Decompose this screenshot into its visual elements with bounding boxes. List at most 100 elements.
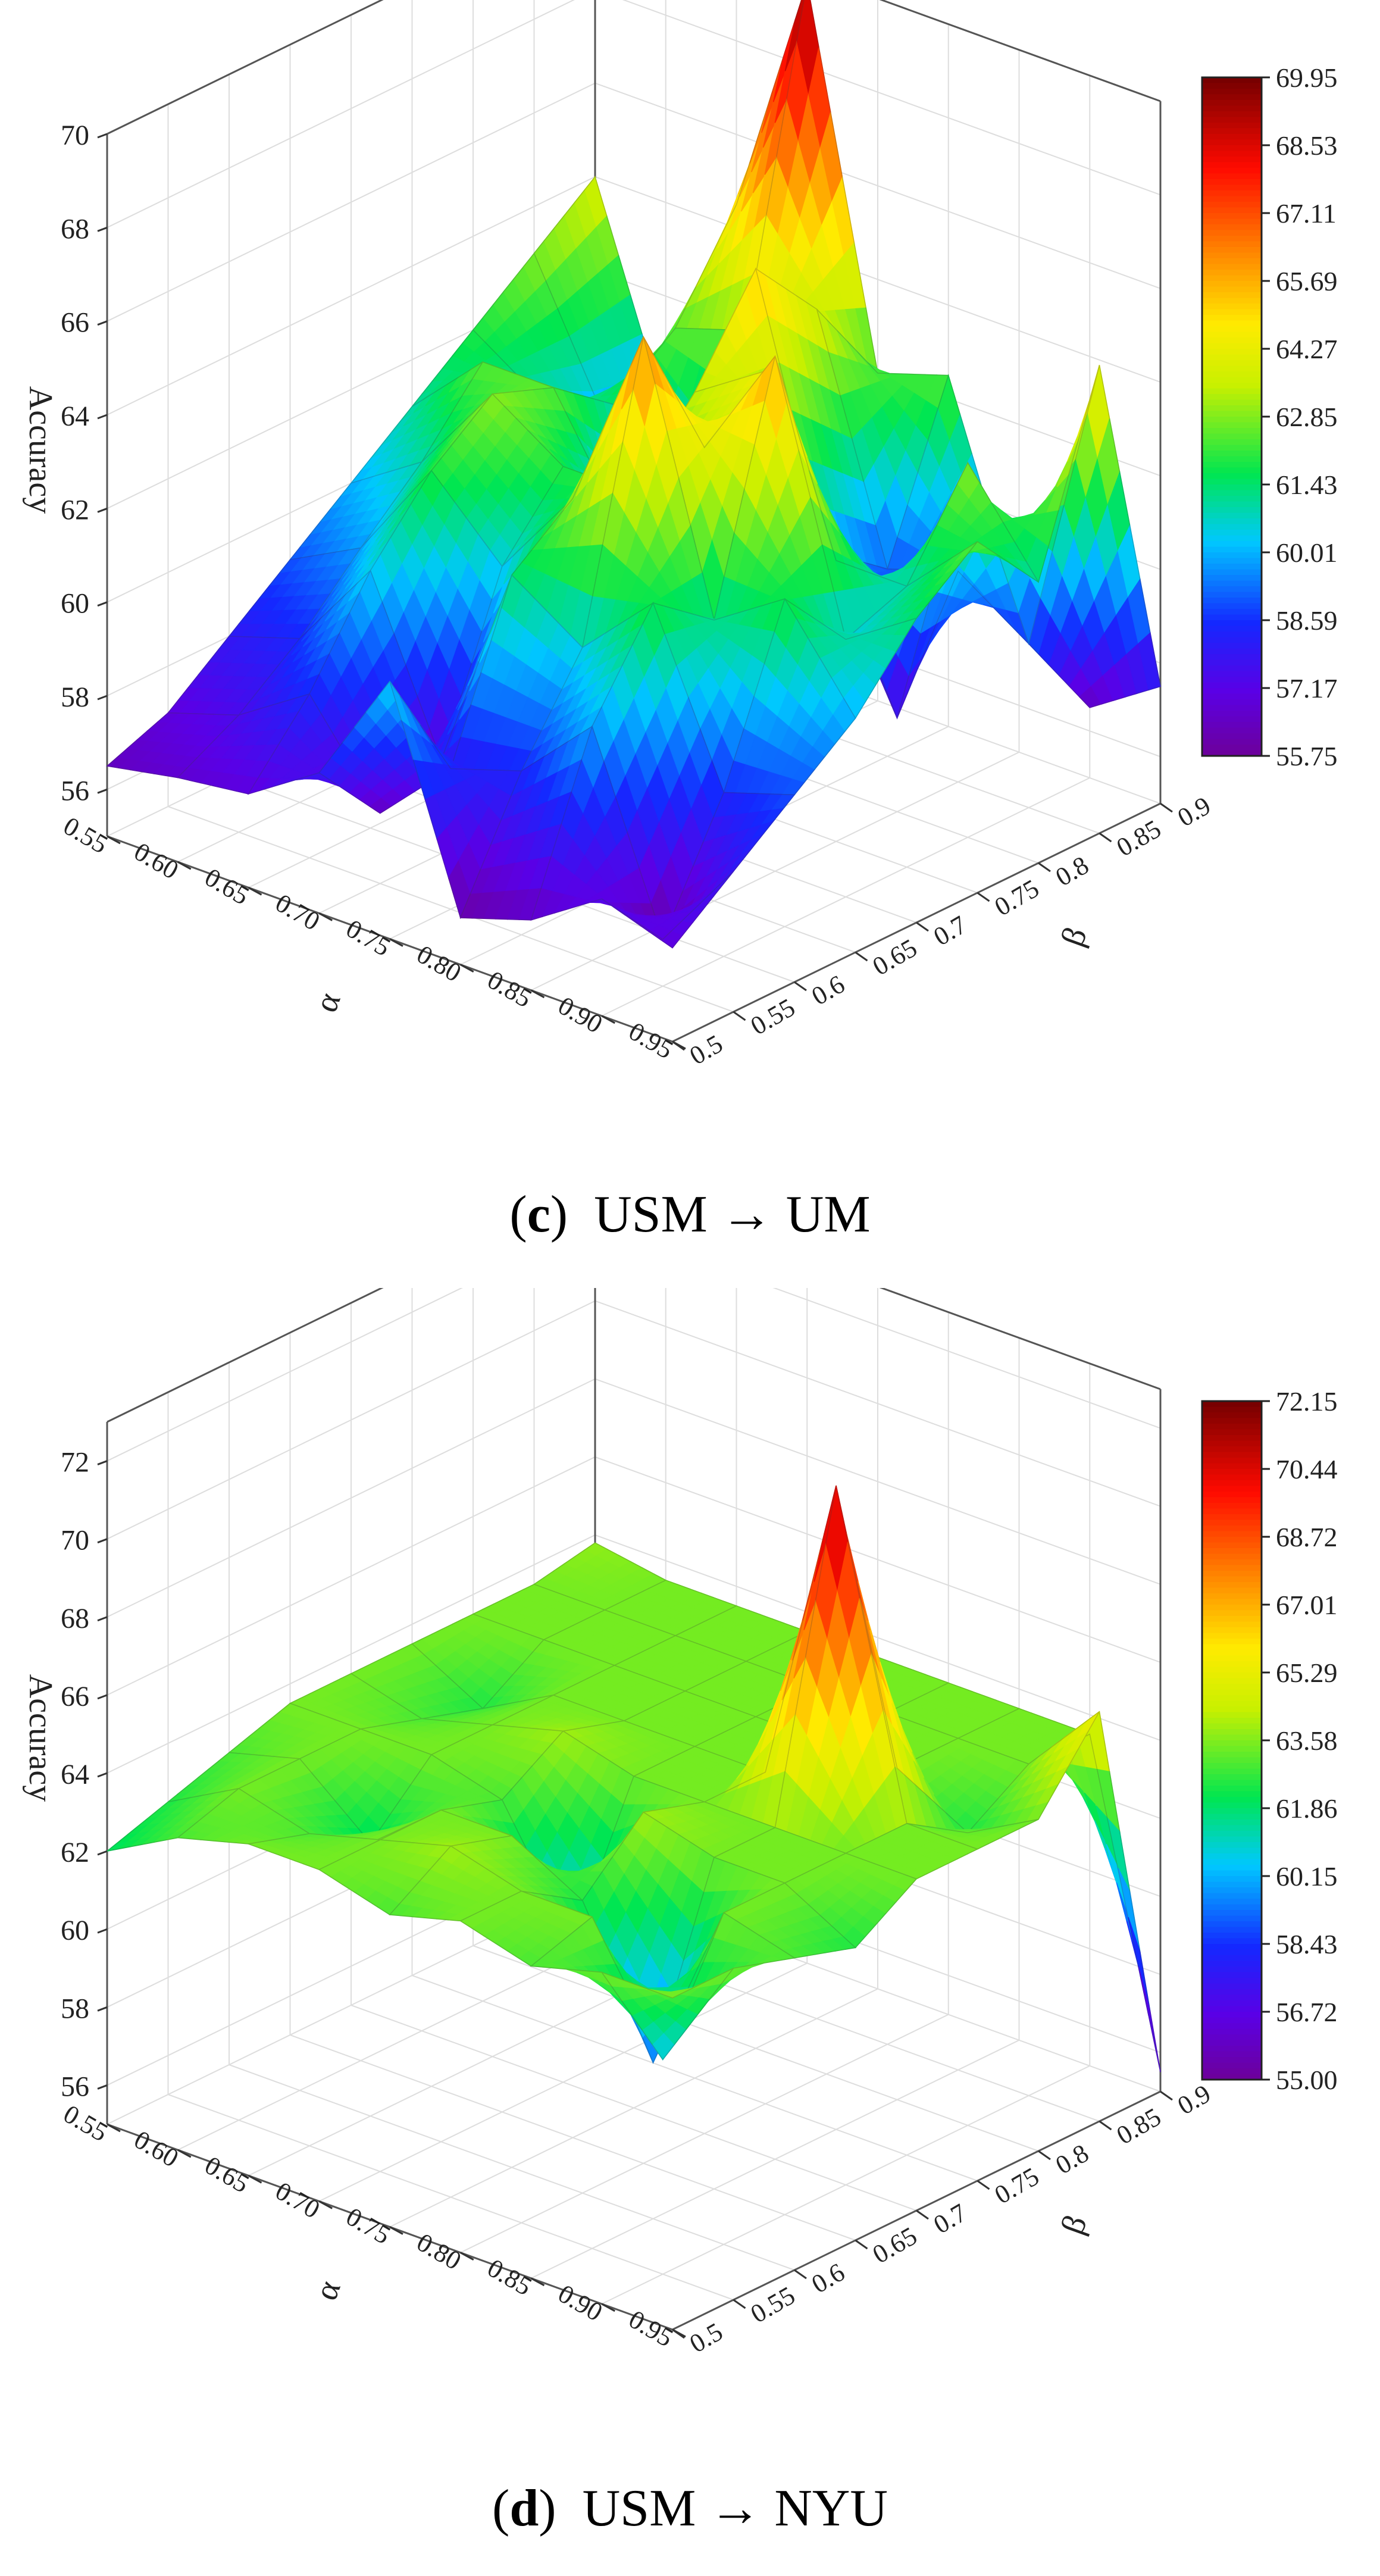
colorbar-band [1202, 207, 1262, 214]
beta-tick [977, 2180, 990, 2190]
z-tick [97, 1538, 108, 1544]
colorbar-band [1202, 354, 1262, 361]
colorbar-band [1202, 224, 1262, 231]
colorbar-band [1202, 496, 1262, 502]
colorbar-band [1202, 451, 1262, 457]
z-tick [97, 507, 108, 513]
colorbar-band [1202, 711, 1262, 717]
beta-tick-label: 0.9 [1173, 2079, 1216, 2121]
alpha-tick [107, 2123, 121, 2133]
colorbar-band [1202, 733, 1262, 740]
colorbar-band [1202, 745, 1262, 751]
colorbar-band [1202, 699, 1262, 706]
beta-tick [977, 892, 990, 902]
colorbar-band [1202, 252, 1262, 259]
colorbar-band [1202, 281, 1262, 287]
z-tick [97, 1928, 108, 1934]
alpha-tick-label: 0.95 [624, 1017, 678, 1065]
z-tick [97, 226, 108, 232]
beta-tick [1038, 862, 1051, 873]
colorbar-band [1202, 614, 1262, 621]
z-axis-label: Accuracy [22, 1674, 59, 1802]
alpha-tick-label: 0.60 [129, 837, 183, 885]
surface-patch [1015, 559, 1039, 583]
beta-tick-label: 0.85 [1112, 814, 1166, 862]
colorbar-band [1202, 428, 1262, 434]
colorbar-band [1202, 241, 1262, 248]
beta-tick [1038, 2150, 1051, 2161]
colorbar-band [1202, 659, 1262, 666]
colorbar-band [1202, 230, 1262, 236]
beta-tick [672, 2328, 685, 2339]
caption-label: c [527, 1186, 550, 1243]
colorbar-band [1202, 100, 1262, 107]
alpha-tick [177, 2149, 192, 2158]
colorbar-band [1202, 592, 1262, 598]
colorbar-band [1202, 411, 1262, 417]
surface-patch [1138, 1966, 1161, 2072]
colorbar-band [1202, 394, 1262, 401]
colorbar-band [1202, 620, 1262, 627]
beta-axis-label: β [1054, 2211, 1094, 2239]
grid-line [107, 1300, 1161, 1540]
colorbar-tick-label: 68.53 [1276, 130, 1338, 161]
alpha-tick-label: 0.90 [553, 2279, 608, 2327]
colorbar-band [1202, 365, 1262, 372]
z-tick-label: 56 [61, 775, 89, 806]
beta-tick-label: 0.5 [685, 1029, 728, 1071]
z-tick [97, 1694, 108, 1700]
z-axis-label: Accuracy [22, 386, 59, 514]
beta-tick-label: 0.85 [1112, 2102, 1166, 2150]
colorbar-band [1202, 490, 1262, 496]
colorbar-band [1202, 326, 1262, 333]
colorbar-band [1202, 462, 1262, 468]
beta-tick-label: 0.7 [929, 910, 972, 952]
alpha-tick [460, 2252, 474, 2261]
colorbar-band [1202, 643, 1262, 649]
z-tick [97, 1616, 108, 1622]
colorbar-band [1202, 83, 1262, 89]
z-tick [97, 2084, 108, 2090]
z-tick-label: 62 [61, 494, 89, 526]
colorbar-band [1202, 377, 1262, 383]
beta-tick [916, 2209, 929, 2220]
colorbar-band [1202, 258, 1262, 265]
colorbar-band [1202, 128, 1262, 135]
colorbar-band [1202, 518, 1262, 525]
alpha-tick-label: 0.75 [341, 914, 395, 962]
colorbar-tick-label: 62.85 [1276, 402, 1338, 432]
colorbar-band [1202, 399, 1262, 406]
colorbar-band [1202, 213, 1262, 220]
surface-patch [1077, 365, 1100, 437]
colorbar-band [1202, 484, 1262, 491]
colorbar-band [1202, 151, 1262, 157]
z-tick [97, 1850, 108, 1856]
colorbar-band [1202, 654, 1262, 661]
colorbar-band [1202, 575, 1262, 582]
alpha-tick [389, 938, 403, 947]
grid-line [460, 2014, 949, 2253]
colorbar-tick-label: 60.01 [1276, 537, 1338, 568]
colorbar-band [1202, 134, 1262, 140]
colorbar-band [1202, 111, 1262, 118]
alpha-tick-label: 0.65 [200, 862, 254, 911]
beta-tick-label: 0.9 [1173, 791, 1216, 833]
colorbar-band [1202, 332, 1262, 338]
beta-tick-label: 0.8 [1051, 851, 1094, 892]
surface-patch [1138, 632, 1161, 691]
colorbar-band [1202, 580, 1262, 587]
colorbar-band [1202, 94, 1262, 101]
alpha-tick-label: 0.55 [58, 811, 112, 859]
colorbar-tick-label: 65.69 [1276, 266, 1338, 296]
grid-line [389, 1988, 878, 2228]
beta-tick [916, 921, 929, 932]
surface-patch [893, 1874, 918, 1891]
colorbar-band [1202, 236, 1262, 242]
z-tick-label: 68 [61, 213, 89, 245]
alpha-tick [601, 1015, 615, 1024]
z-tick [97, 2006, 108, 2012]
colorbar-band [1202, 286, 1262, 293]
surface-patch [893, 617, 918, 636]
colorbar-band [1202, 422, 1262, 429]
